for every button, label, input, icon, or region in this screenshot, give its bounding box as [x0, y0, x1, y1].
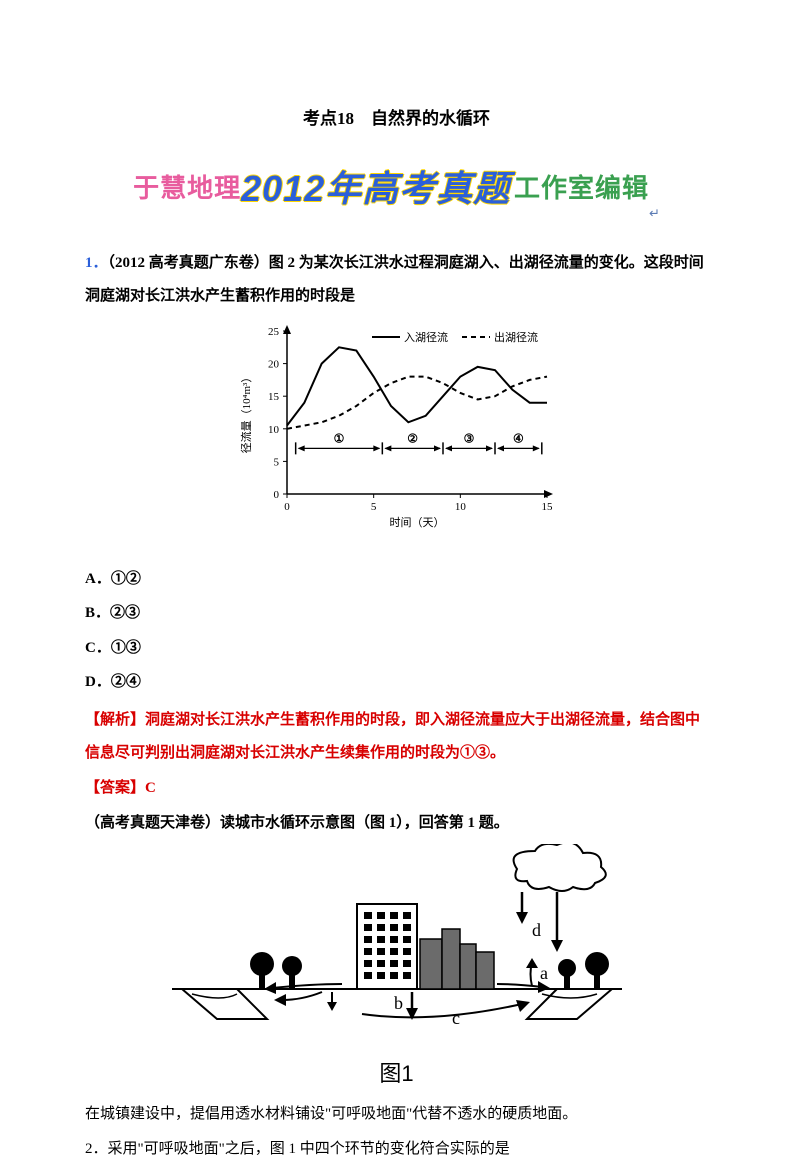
svg-text:5: 5 — [273, 456, 279, 468]
svg-text:②: ② — [407, 431, 418, 445]
water-cycle-diagram: d — [162, 844, 632, 1039]
svg-text:①: ① — [333, 431, 344, 445]
cloud-icon — [513, 844, 605, 891]
svg-text:时间（天）: 时间（天） — [389, 516, 444, 529]
question-2-stem: 2．采用"可呼吸地面"之后，图 1 中四个环节的变化符合实际的是 — [85, 1133, 708, 1166]
svg-text:c: c — [452, 1008, 460, 1028]
banner-end: ↵ — [649, 206, 660, 221]
svg-text:出湖径流: 出湖径流 — [494, 330, 538, 344]
svg-text:入湖径流: 入湖径流 — [404, 330, 448, 344]
svg-text:0: 0 — [273, 489, 279, 501]
chart-1: 0 5 10 15 20 25 0 5 10 15 时间（天） 径流量（10⁴m³） 入湖径流 出湖径流 ①… — [85, 319, 708, 552]
option-a: A．①② — [85, 562, 708, 597]
analysis-text: 洞庭湖对长江洪水产生蓄积作用的时段，即入湖径流量应大于出湖径流量，结合图中信息尽… — [85, 712, 700, 761]
question-1-stem: 1．（2012 高考真题广东卷）图 2 为某次长江洪水过程洞庭湖入、出湖径流量的… — [85, 247, 708, 313]
svg-text:10: 10 — [454, 501, 466, 513]
svg-text:a: a — [540, 963, 548, 983]
answer-label: 【答案】 — [85, 780, 145, 796]
question-2-intro: （高考真题天津卷）读城市水循环示意图（图 1），回答第 1 题。 — [85, 807, 708, 840]
banner-mid: 2012年高考真题 — [241, 168, 510, 209]
svg-text:d: d — [532, 920, 541, 940]
figure-1-label: 图1 — [85, 1050, 708, 1098]
option-d: D．②④ — [85, 665, 708, 700]
page-title: 考点18 自然界的水循环 — [85, 100, 708, 137]
question-text: （2012 高考真题广东卷）图 2 为某次长江洪水过程洞庭湖入、出湖径流量的变化… — [85, 255, 704, 304]
question-2-intro-text: （高考真题天津卷）读城市水循环示意图（图 1），回答第 1 题。 — [85, 815, 509, 831]
analysis: 【解析】洞庭湖对长江洪水产生蓄积作用的时段，即入湖径流量应大于出湖径流量，结合图… — [85, 704, 708, 770]
line-chart: 0 5 10 15 20 25 0 5 10 15 时间（天） 径流量（10⁴m³） 入湖径流 出湖径流 ①… — [232, 319, 562, 539]
svg-text:10: 10 — [268, 423, 280, 435]
svg-text:5: 5 — [370, 501, 376, 513]
analysis-label: 【解析】 — [85, 712, 145, 728]
banner-right: 工作室编辑 — [514, 174, 649, 203]
svg-text:b: b — [394, 993, 403, 1013]
svg-text:20: 20 — [268, 358, 280, 370]
svg-text:15: 15 — [268, 391, 280, 403]
answer: 【答案】C — [85, 772, 708, 805]
figure-1: d — [85, 844, 708, 1098]
answer-value: C — [145, 780, 156, 796]
svg-text:③: ③ — [463, 431, 474, 445]
building-short-icon — [420, 929, 494, 989]
banner-left: 于慧地理 — [133, 174, 241, 203]
svg-text:0: 0 — [284, 501, 290, 513]
question-2-context: 在城镇建设中，提倡用透水材料铺设"可呼吸地面"代替不透水的硬质地面。 — [85, 1098, 708, 1131]
options-list: A．①② B．②③ C．①③ D．②④ — [85, 562, 708, 700]
svg-text:④: ④ — [513, 431, 524, 445]
option-b: B．②③ — [85, 596, 708, 631]
question-number: 1． — [85, 255, 108, 271]
option-c: C．①③ — [85, 631, 708, 666]
building-tall-icon — [357, 904, 417, 989]
banner: 于慧地理2012年高考真题 工作室编辑↵ — [85, 149, 708, 228]
svg-text:15: 15 — [541, 501, 553, 513]
svg-text:径流量（10⁴m³）: 径流量（10⁴m³） — [239, 371, 253, 453]
svg-text:25: 25 — [268, 326, 280, 338]
